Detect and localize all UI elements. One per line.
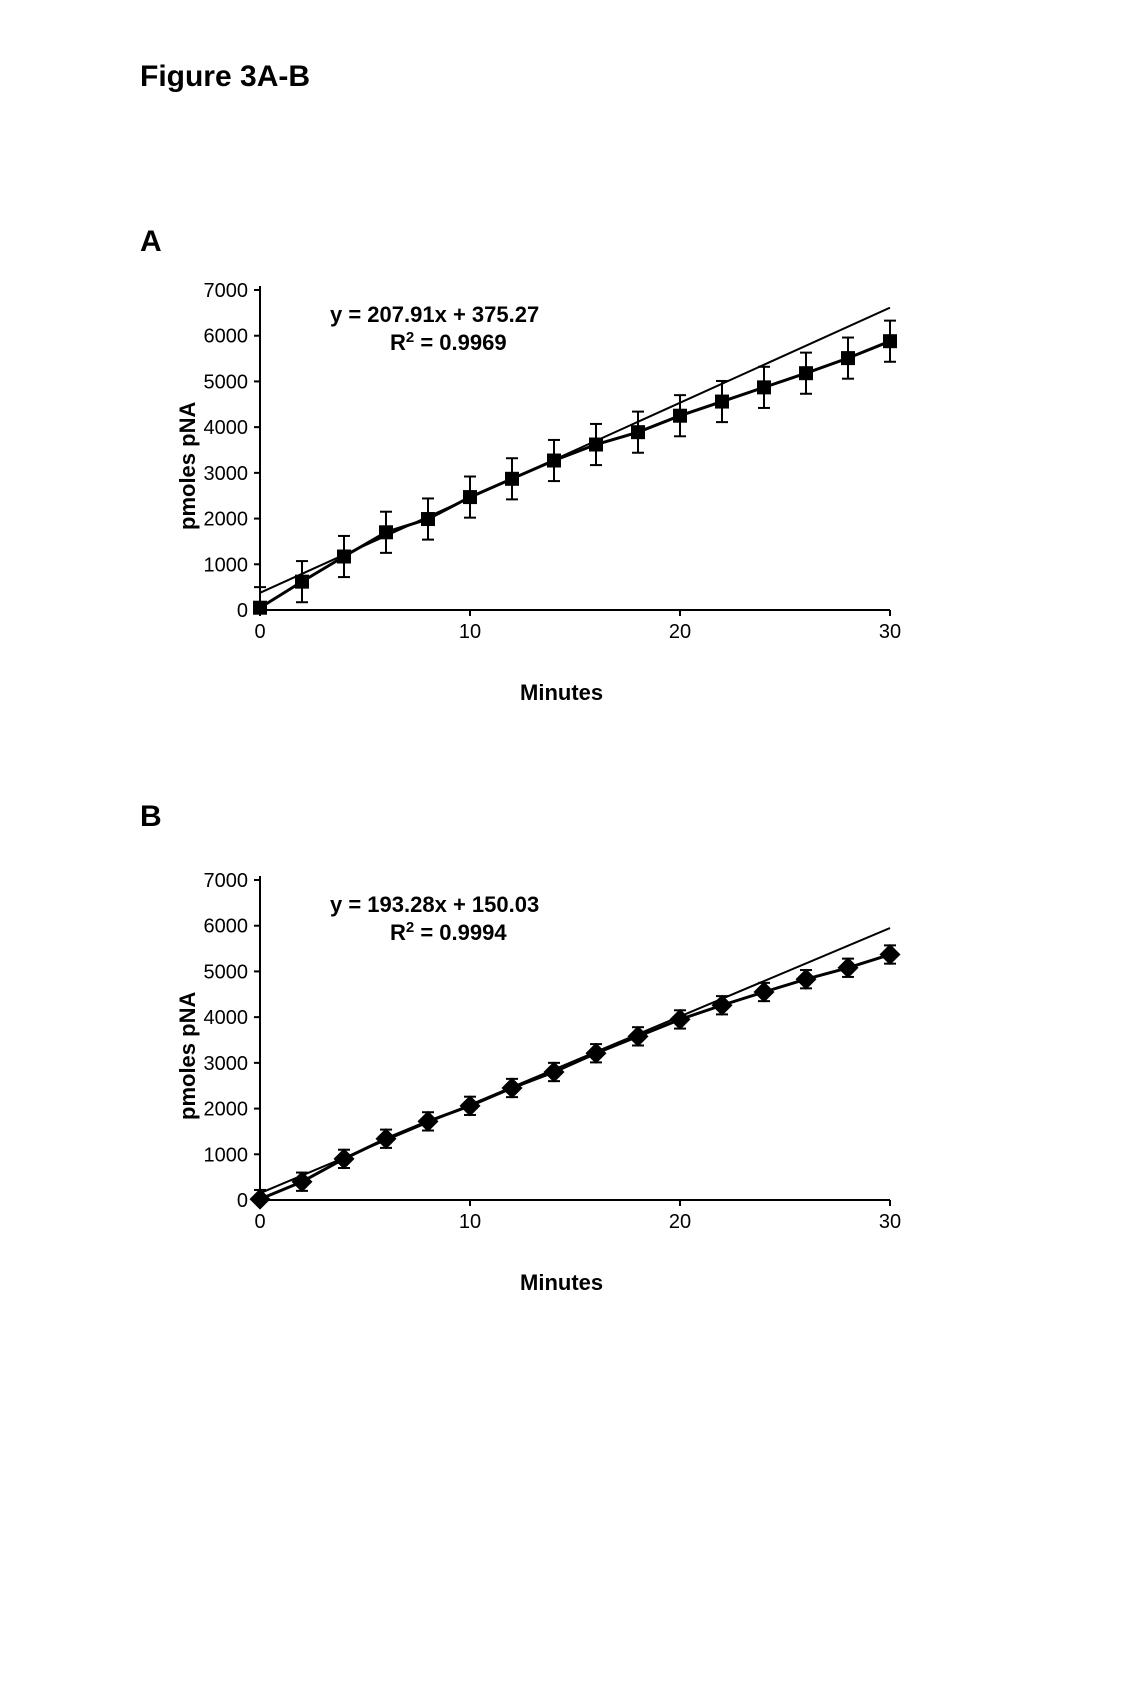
svg-text:y = 193.28x + 150.03: y = 193.28x + 150.03 [330,892,539,917]
svg-text:2000: 2000 [204,1099,249,1121]
svg-text:y = 207.91x + 375.27: y = 207.91x + 375.27 [330,302,539,327]
svg-text:0: 0 [254,621,265,643]
chart-a: 0 1000 2000 3000 4000 5000 6000 7000 0 10 20 30 y = … [200,280,960,700]
svg-text:7000: 7000 [204,870,249,892]
svg-text:7000: 7000 [204,280,249,302]
svg-text:4000: 4000 [204,1007,249,1029]
svg-text:0: 0 [237,600,248,622]
svg-text:30: 30 [879,1211,901,1233]
svg-text:30: 30 [879,621,901,643]
figure-title: Figure 3A-B [140,60,310,94]
svg-text:20: 20 [669,621,691,643]
svg-text:0: 0 [254,1211,265,1233]
svg-text:1000: 1000 [204,1144,249,1166]
chart-b-y-axis-label: pmoles pNA [175,992,201,1120]
svg-text:10: 10 [459,621,481,643]
page: Figure 3A-B A 01000200030004000500060007… [0,0,1146,1693]
svg-text:3000: 3000 [204,1053,249,1075]
chart-a-x-axis-label: Minutes [520,680,603,706]
svg-text:5000: 5000 [204,371,249,393]
svg-text:20: 20 [669,1211,691,1233]
chart-b: 0 1000 2000 3000 4000 5000 6000 7000 0 10 20 30 y = … [200,870,960,1290]
svg-text:6000: 6000 [204,326,249,348]
svg-text:10: 10 [459,1211,481,1233]
svg-text:6000: 6000 [204,916,249,938]
chart-a-y-axis-label: pmoles pNA [175,402,201,530]
panel-a-label: A [140,225,162,259]
chart-b-svg: 0 1000 2000 3000 4000 5000 6000 7000 0 10 20 30 y = … [200,870,960,1290]
svg-text:1000: 1000 [204,554,249,576]
svg-text:2000: 2000 [204,509,249,531]
chart-b-x-axis-label: Minutes [520,1270,603,1296]
svg-text:3000: 3000 [204,463,249,485]
svg-text:R2 = 0.9994: R2 = 0.9994 [390,919,507,946]
chart-a-svg: 0 1000 2000 3000 4000 5000 6000 7000 0 10 20 30 y = … [200,280,960,700]
panel-b-label: B [140,800,162,834]
svg-text:R2 = 0.9969: R2 = 0.9969 [390,329,507,356]
svg-text:0: 0 [237,1190,248,1212]
svg-text:4000: 4000 [204,417,249,439]
svg-text:5000: 5000 [204,961,249,983]
